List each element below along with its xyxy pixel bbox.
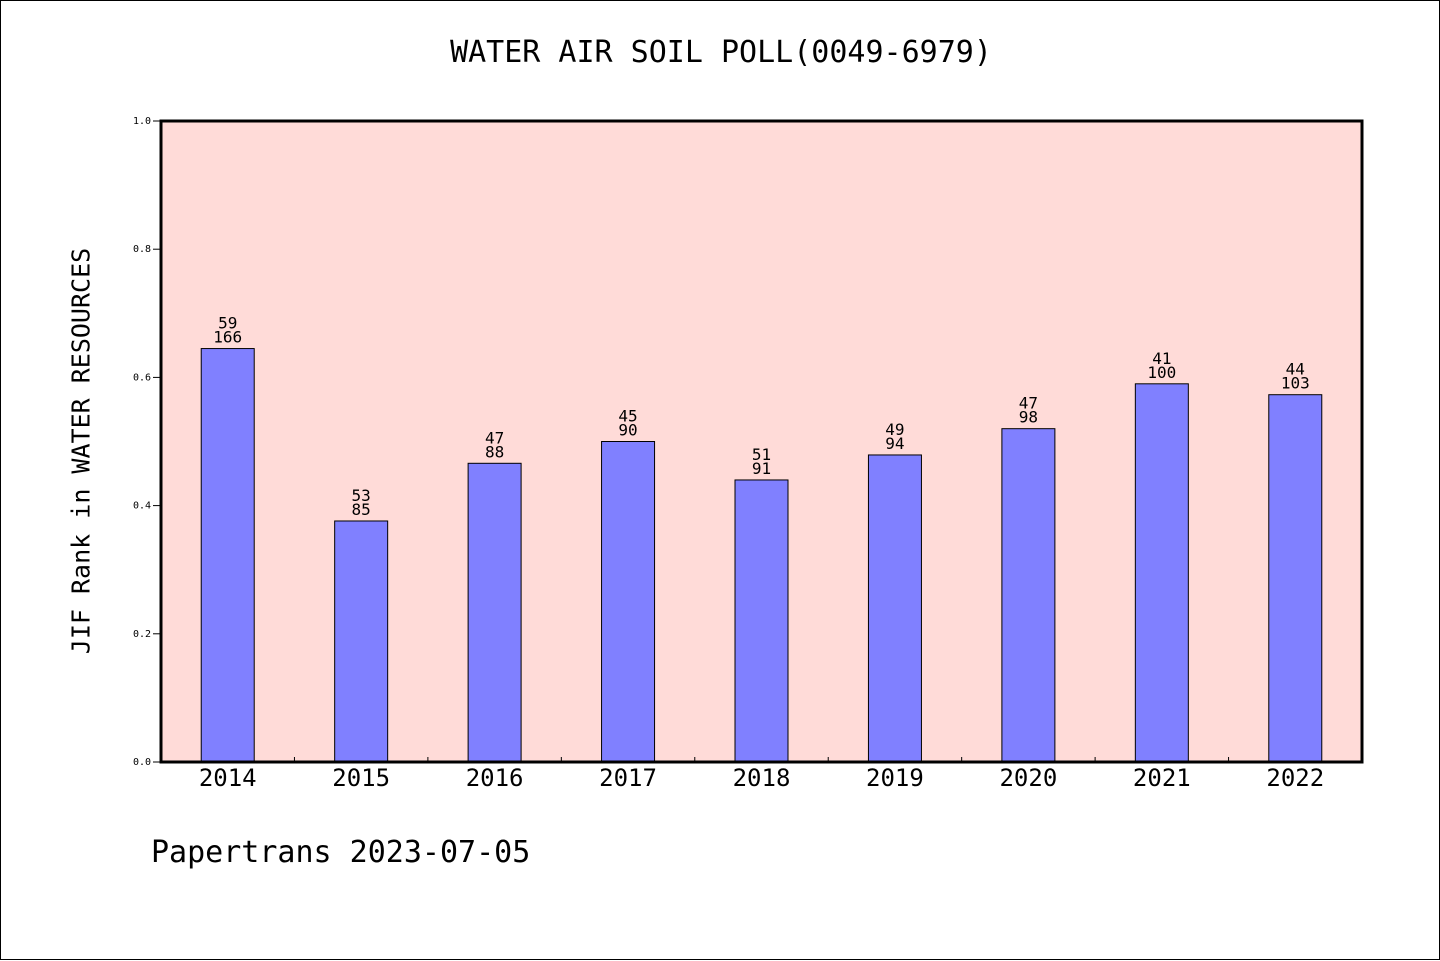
y-tick-label: 0.8: [133, 244, 151, 255]
bar-rank-label: 41: [1152, 349, 1171, 368]
bar-total-label: 91: [752, 459, 771, 478]
x-tick-label: 2017: [599, 764, 657, 792]
bar-total-label: 98: [1019, 408, 1038, 427]
y-tick-label: 0.6: [133, 372, 151, 383]
x-tick-label: 2022: [1266, 764, 1324, 792]
plot-frame: [159, 119, 1364, 764]
y-tick-label: 0.4: [133, 501, 151, 512]
bar-total-label: 85: [352, 500, 371, 519]
x-tick-label: 2020: [999, 764, 1057, 792]
bar: [1134, 383, 1189, 763]
bar-rank-label: 59: [218, 314, 237, 333]
bar: [334, 520, 389, 763]
bar-rank-label: 51: [752, 445, 771, 464]
bar-total-label: 90: [618, 421, 637, 440]
bar: [601, 441, 656, 763]
bar-total-label: 103: [1281, 374, 1310, 393]
bar: [467, 462, 522, 763]
x-tick-label: 2018: [733, 764, 791, 792]
y-tick-label: 0.0: [133, 757, 151, 768]
bar-total-label: 88: [485, 442, 504, 461]
x-tick-label: 2015: [332, 764, 390, 792]
bar: [200, 348, 255, 763]
x-tick-label: 2016: [466, 764, 524, 792]
bar: [1268, 394, 1323, 763]
y-tick-label: 1.0: [133, 116, 151, 127]
bar-rank-label: 47: [1019, 394, 1038, 413]
bar-total-label: 100: [1147, 363, 1176, 382]
bar-rank-label: 44: [1286, 360, 1305, 379]
footer-credit: Papertrans 2023-07-05: [151, 835, 531, 870]
bar-total-label: 166: [213, 328, 242, 347]
bar-total-label: 94: [885, 434, 904, 453]
bar-rank-label: 53: [352, 486, 371, 505]
x-tick-label: 2014: [199, 764, 257, 792]
bar: [1001, 428, 1056, 763]
x-tick-label: 2021: [1133, 764, 1191, 792]
bar-rank-label: 49: [885, 420, 904, 439]
chart-title: WATER AIR SOIL POLL(0049-6979): [450, 35, 992, 70]
bar-rank-label: 47: [485, 428, 504, 447]
x-tick-label: 2019: [866, 764, 924, 792]
bar-rank-label: 45: [618, 407, 637, 426]
bar: [734, 479, 789, 763]
bar: [867, 454, 922, 763]
y-tick-label: 0.2: [133, 629, 151, 640]
